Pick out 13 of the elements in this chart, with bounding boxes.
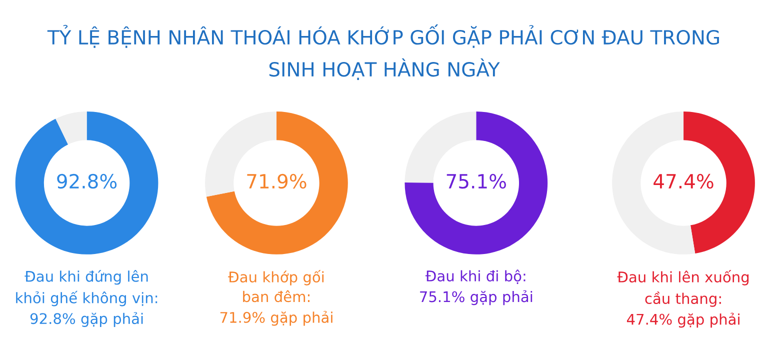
text: Đau khớp gối ban đêm: 71.9% gặp phải [220, 270, 332, 326]
text: Đau khi đứng lên khỏi ghế không vịn: 92.8% gặp phải [16, 270, 158, 327]
data-label: 71.9% [247, 174, 306, 189]
donut-slice [56, 112, 87, 144]
text: Đau khi đi bộ: 75.1% gặp phải [420, 270, 532, 306]
donut-slice [404, 112, 548, 254]
data-label: 92.8% [57, 174, 117, 189]
donut-slice [206, 112, 348, 254]
data-label: 75.1% [446, 174, 506, 189]
data-label: 47.4% [654, 174, 714, 189]
donut-slice [15, 112, 158, 254]
text: TỶ LỆ BỆNH NHÂN THOÁI HÓA KHỚP GỐI GẶP PHẢI CƠN ĐAU TRONG SINH HOẠT HÀNG NGÀY [47, 24, 719, 80]
text: Đau khi lên xuống cầu thang: 47.4% gặp phải [617, 270, 749, 328]
